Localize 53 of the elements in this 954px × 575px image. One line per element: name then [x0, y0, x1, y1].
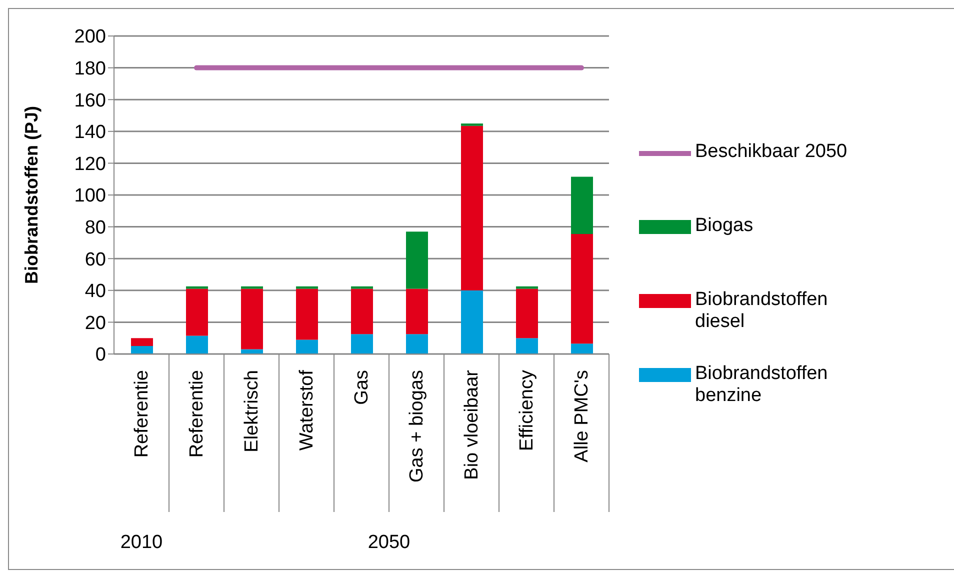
x-tick-label: Referentie	[132, 370, 152, 458]
bar	[461, 290, 483, 354]
x-tick-label: Gas	[352, 370, 372, 405]
y-tick-label: 140	[74, 122, 106, 144]
x-tick-label: Alle PMC's	[572, 370, 592, 462]
bar	[571, 344, 593, 354]
y-tick-label: 60	[84, 249, 106, 270]
bar	[131, 338, 153, 346]
y-axis-title: Biobrandstoffen (PJ)	[21, 106, 42, 284]
bar	[241, 349, 263, 354]
x-tick-label: Referentie	[186, 370, 208, 458]
x-tick-label: Bio vloeibaar	[462, 369, 482, 480]
y-tick-label: 200	[74, 26, 106, 48]
bar	[461, 123, 483, 126]
legend-label: Beschikbaar 2050	[695, 141, 848, 163]
bar	[186, 336, 208, 354]
x-tick-label: Waterstof	[296, 369, 318, 451]
bar	[516, 338, 538, 354]
text: 2010	[119, 532, 164, 554]
legend-label: Biobrandstoffen diesel	[695, 289, 829, 333]
bar	[241, 288, 263, 350]
bar	[351, 286, 373, 289]
legend-label: Biogas	[695, 215, 754, 237]
bar	[571, 176, 593, 234]
bar	[296, 286, 318, 289]
y-tick-label: 0	[95, 344, 106, 366]
y-tick-label: 120	[74, 154, 106, 175]
x-tick-label: Gas + biogas	[406, 370, 428, 482]
y-tick-label: 180	[74, 58, 106, 80]
text: 2050	[366, 532, 412, 554]
bar	[406, 232, 428, 289]
y-tick-label: 40	[84, 281, 106, 302]
bar	[131, 346, 153, 354]
x-tick-label: Efficiency	[516, 370, 538, 451]
bar	[186, 288, 208, 336]
y-tick-label: 100	[74, 186, 106, 207]
bar	[406, 334, 428, 354]
bar	[406, 288, 428, 334]
bar	[296, 340, 318, 354]
bar	[516, 286, 538, 289]
bar	[571, 234, 593, 344]
y-tick-label: 80	[84, 218, 106, 239]
bar	[241, 286, 263, 289]
bar	[351, 288, 373, 334]
bar	[461, 126, 483, 290]
y-tick-label: 160	[74, 90, 106, 112]
y-tick-label: 20	[84, 312, 106, 334]
bar	[351, 334, 373, 354]
bar	[186, 286, 208, 289]
x-tick-label: Elektrisch	[242, 370, 262, 452]
bar	[516, 288, 538, 338]
bar	[296, 288, 318, 340]
legend-label: Biobrandstoffen benzine	[695, 363, 829, 407]
